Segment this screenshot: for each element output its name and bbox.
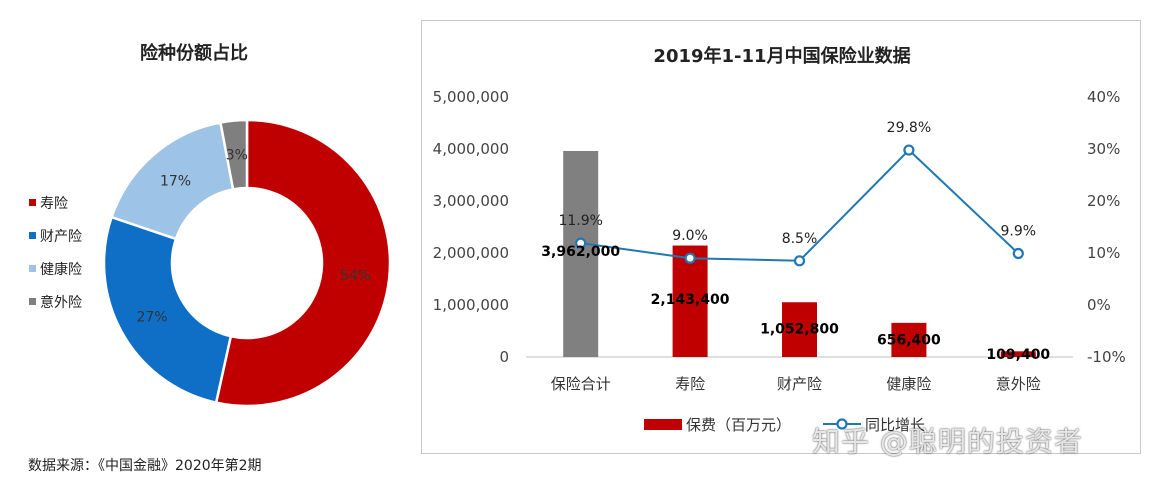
x-tick-label-0: 保险合计	[551, 375, 611, 393]
y2-tick-label-1: 0%	[1087, 296, 1111, 314]
y2-tick-label-3: 20%	[1087, 192, 1120, 210]
y-tick-label-3: 3,000,000	[433, 192, 509, 210]
growth-label-1: 9.0%	[672, 228, 708, 244]
growth-label-4: 9.9%	[1001, 224, 1037, 240]
pie-legend-swatch-2	[29, 265, 36, 272]
watermark: 知乎 @聪明的投资者	[812, 425, 1083, 458]
y-tick-label-4: 4,000,000	[433, 140, 509, 158]
bar-0	[563, 150, 599, 357]
pie-slice-label-0: 54%	[340, 268, 371, 284]
y2-tick-label-5: 40%	[1087, 88, 1120, 106]
pie-legend-label-3: 意外险	[40, 294, 82, 311]
growth-point-1	[684, 252, 696, 264]
legend-swatch-bar	[644, 419, 682, 430]
pie-title: 险种份额占比	[140, 42, 248, 64]
legend-label-line: 同比增长	[865, 416, 925, 434]
combo-chart-panel: 2019年1-11月中国保险业数据 0 1,000,000 2,000,000 3,00…	[421, 20, 1141, 454]
pie-legend-swatch-1	[29, 232, 36, 239]
pie-legend-label-2: 健康险	[40, 261, 82, 278]
pie-slice-1	[102, 215, 233, 405]
y2-tick-label-0: -10%	[1087, 348, 1126, 366]
x-tick-label-2: 财产险	[777, 375, 822, 393]
bar-value-label-1: 2,143,400	[651, 292, 730, 308]
y2-tick-label-4: 30%	[1087, 140, 1120, 158]
bar-value-label-4: 109,400	[986, 347, 1050, 363]
x-tick-label-3: 健康险	[886, 375, 931, 393]
growth-point-0	[575, 237, 587, 249]
pie-legend-swatch-3	[29, 298, 36, 305]
bar-2	[782, 302, 817, 357]
x-tick-label-4: 意外险	[996, 375, 1041, 393]
pie-slice-3	[219, 118, 249, 191]
pie-legend-label-0: 寿险	[40, 195, 68, 212]
pie-slice-2	[109, 121, 235, 241]
bar-4	[1000, 351, 1036, 357]
y2-tick-label-2: 10%	[1087, 244, 1120, 262]
y-tick-label-1: 1,000,000	[433, 296, 509, 314]
source-note: 数据来源：《中国金融》2020年第2期	[28, 458, 262, 474]
growth-label-2: 8.5%	[782, 231, 818, 247]
bar-value-label-0: 3,962,000	[541, 244, 620, 260]
legend-label-bar: 保费（百万元）	[686, 416, 791, 434]
y-tick-label-2: 2,000,000	[433, 244, 509, 262]
y-tick-label-5: 5,000,000	[433, 88, 509, 106]
pie-chart-panel: 险种份额占比 54% 27% 17% 3% 寿险财产险健康险意外险	[0, 0, 410, 486]
pie-slice-0	[214, 118, 392, 408]
pie-legend-swatch-0	[29, 199, 36, 206]
combo-chart: 2019年1-11月中国保险业数据 0 1,000,000 2,000,000 3,00…	[433, 45, 1126, 434]
growth-point-2	[793, 255, 806, 267]
growth-point-3	[903, 144, 915, 156]
bar-value-label-3: 656,400	[877, 332, 941, 348]
growth-point-4	[1012, 247, 1024, 260]
pie-slice-label-3: 3%	[226, 147, 248, 163]
y-tick-label-0: 0	[499, 348, 509, 366]
bar-1	[672, 245, 708, 357]
bar-value-label-2: 1,052,800	[760, 322, 839, 338]
bar-3	[891, 322, 927, 357]
growth-label-3: 29.8%	[887, 120, 931, 136]
combo-title: 2019年1-11月中国保险业数据	[653, 45, 910, 67]
pie-slice-label-1: 27%	[136, 310, 167, 326]
growth-label-0: 11.9%	[558, 213, 602, 229]
pie-legend-label-1: 财产险	[40, 229, 82, 245]
pie-slice-label-2: 17%	[160, 174, 191, 190]
legend-swatch-marker	[836, 418, 848, 430]
x-tick-label-1: 寿险	[675, 375, 705, 393]
